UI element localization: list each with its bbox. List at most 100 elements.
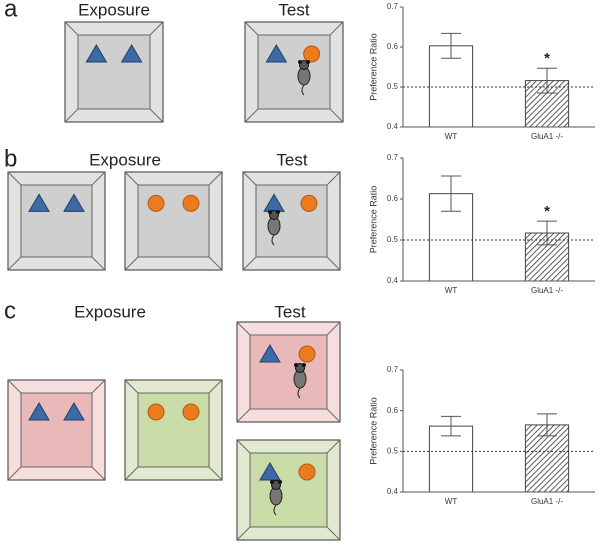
object-triangle — [259, 462, 281, 481]
arena-corner — [91, 379, 106, 394]
arena-corner — [329, 108, 344, 123]
object-triangle — [63, 193, 85, 212]
arena-corner — [236, 439, 251, 454]
y-tick-label: 0.6 — [387, 406, 399, 415]
mouse-ear — [294, 363, 298, 367]
panel-label: b — [4, 145, 17, 172]
significance-mark: * — [544, 203, 550, 220]
y-tick-label: 0.4 — [387, 487, 399, 496]
arena-corner — [244, 108, 259, 123]
arena-corner — [7, 379, 22, 394]
mouse-ear — [306, 60, 310, 64]
object-circle — [147, 403, 165, 421]
object-triangle — [28, 402, 50, 421]
y-tick-label: 0.5 — [387, 82, 399, 91]
y-axis-label: Preference Ratio — [368, 186, 378, 254]
arena-corner — [326, 171, 341, 186]
arena-floor — [20, 184, 93, 258]
mouse-ear — [276, 210, 280, 214]
arena-corner — [124, 171, 139, 186]
mouse-tail — [271, 234, 275, 246]
object-triangle — [85, 44, 108, 63]
arena-floor — [249, 334, 328, 410]
panel-label: a — [4, 0, 18, 22]
arena-floor — [137, 392, 210, 468]
arena-corner — [124, 256, 139, 271]
bar — [428, 45, 474, 128]
mouse-ear — [270, 480, 274, 484]
arena-corner — [149, 21, 164, 36]
mouse-ear — [298, 60, 302, 64]
y-tick-label: 0.7 — [387, 2, 399, 11]
object-circle — [182, 194, 200, 212]
y-tick-label: 0.7 — [387, 153, 399, 162]
y-tick-label: 0.6 — [387, 42, 399, 51]
x-tick-label: WT — [445, 286, 458, 295]
mouse-ear — [302, 363, 306, 367]
arena-corner — [208, 466, 223, 481]
arena-floor — [255, 184, 328, 258]
x-tick-label: WT — [445, 132, 458, 141]
object-triangle — [63, 402, 85, 421]
object-circle — [182, 403, 200, 421]
arena-corner — [326, 526, 341, 541]
arena-corner — [236, 526, 251, 541]
object-triangle — [28, 193, 50, 212]
heading: Test — [276, 150, 307, 169]
arena-floor — [77, 34, 151, 110]
arena-corner — [326, 321, 341, 336]
object-triangle — [120, 44, 143, 63]
object-circle — [298, 345, 316, 363]
arena-corner — [64, 21, 79, 36]
object-triangle — [259, 344, 281, 363]
arena-corner — [326, 439, 341, 454]
object-circle — [147, 194, 165, 212]
arena-corner — [91, 171, 106, 186]
arena-floor — [137, 184, 210, 258]
mouse-ear — [268, 210, 272, 214]
arena-corner — [326, 256, 341, 271]
object-circle — [298, 463, 316, 481]
arena-corner — [208, 379, 223, 394]
y-tick-label: 0.5 — [387, 446, 399, 455]
x-tick-label: WT — [445, 497, 458, 506]
y-tick-label: 0.6 — [387, 194, 399, 203]
arena-corner — [236, 408, 251, 423]
arena-floor — [249, 452, 328, 528]
heading: Test — [274, 302, 305, 321]
mouse-ear — [278, 480, 282, 484]
arena-corner — [242, 256, 257, 271]
y-tick-label: 0.7 — [387, 365, 399, 374]
arena-corner — [64, 108, 79, 123]
arena-floor — [20, 392, 93, 468]
y-tick-label: 0.4 — [387, 276, 399, 285]
significance-mark: * — [544, 50, 550, 67]
y-axis-label: Preference Ratio — [368, 397, 378, 465]
arena-corner — [91, 256, 106, 271]
arena-floor — [257, 34, 331, 110]
heading: Exposure — [89, 150, 161, 169]
x-tick-label: GluA1 -/- — [531, 497, 563, 506]
arena-corner — [208, 171, 223, 186]
arena-corner — [329, 21, 344, 36]
panel-label: c — [4, 297, 16, 324]
object-triangle — [265, 44, 288, 63]
arena-corner — [124, 379, 139, 394]
y-axis-label: Preference Ratio — [368, 33, 378, 101]
mouse-tail — [301, 84, 305, 96]
arena-corner — [7, 256, 22, 271]
arena-corner — [7, 466, 22, 481]
arena-corner — [7, 171, 22, 186]
heading: Test — [278, 0, 309, 19]
x-tick-label: GluA1 -/- — [531, 286, 563, 295]
object-circle — [303, 45, 321, 63]
arena-corner — [208, 256, 223, 271]
mouse-tail — [273, 504, 277, 516]
arena-corner — [244, 21, 259, 36]
heading: Exposure — [74, 302, 146, 321]
arena-corner — [326, 408, 341, 423]
y-tick-label: 0.4 — [387, 122, 399, 131]
object-circle — [300, 194, 318, 212]
y-tick-label: 0.5 — [387, 235, 399, 244]
